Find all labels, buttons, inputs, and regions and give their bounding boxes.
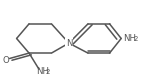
Text: O: O (3, 56, 10, 65)
Text: NH: NH (123, 34, 136, 43)
Text: 2: 2 (133, 36, 137, 42)
Text: NH: NH (37, 67, 49, 76)
Text: 2: 2 (46, 69, 50, 75)
Text: N: N (66, 39, 72, 48)
